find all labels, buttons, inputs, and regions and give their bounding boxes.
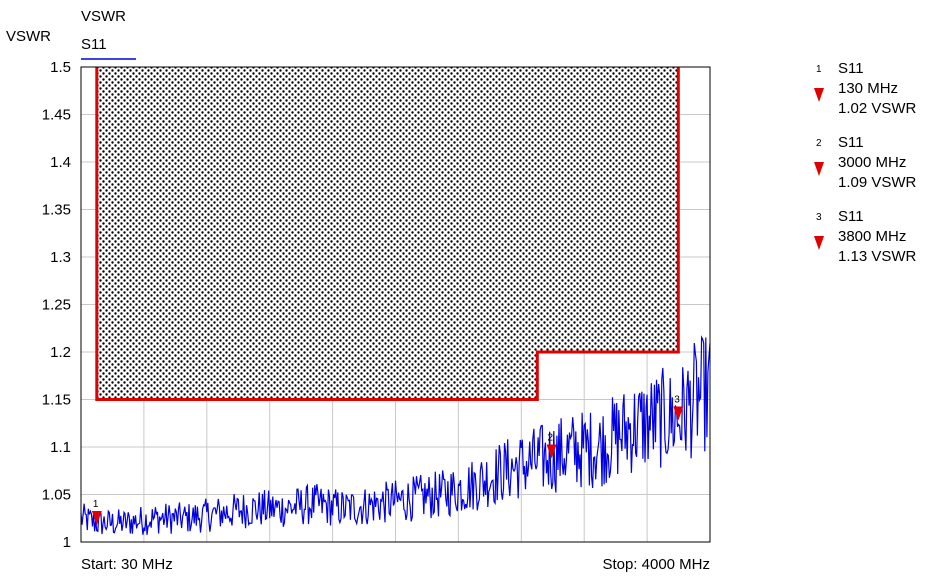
y-tick-label: 1.1 [50, 439, 71, 456]
marker-legend-frequency: 3000 MHz [838, 154, 907, 171]
marker-legend-entry: 3 S11 3800 MHz 1.13 VSWR [814, 208, 949, 282]
y-tick-label: 1.2 [50, 344, 71, 361]
marker-triangle-icon [814, 162, 824, 176]
trace-s11 [80, 335, 711, 535]
marker-legend: 1 S11 130 MHz 1.02 VSWR 2 S11 3000 MHz 1.09 VSW… [814, 60, 949, 282]
limit-region-fill [96, 67, 679, 400]
y-tick-label: 1.05 [42, 487, 71, 504]
y-tick-label: 1.4 [50, 154, 71, 171]
marker-3-number: 3 [674, 395, 680, 406]
marker-legend-number: 1 [816, 64, 822, 75]
y-tick-label: 1.3 [50, 249, 71, 266]
y-tick-label: 1.35 [42, 202, 71, 219]
marker-legend-trace: S11 [838, 134, 864, 151]
marker-legend-trace: S11 [838, 60, 864, 77]
marker-1-icon[interactable] [91, 511, 102, 525]
marker-legend-entry: 2 S11 3000 MHz 1.09 VSWR [814, 134, 949, 208]
marker-3-icon[interactable] [673, 406, 684, 421]
marker-2-icon[interactable] [546, 444, 557, 459]
marker-1-number: 1 [93, 499, 99, 510]
y-tick-label: 1.5 [50, 59, 71, 76]
marker-legend-number: 2 [816, 138, 822, 149]
y-tick-label: 1 [63, 534, 71, 551]
plot-frame [80, 66, 711, 543]
start-label: Start: 30 MHz [81, 556, 173, 573]
marker-2-number: 2 [548, 433, 554, 444]
y-tick-label: 1.15 [42, 392, 71, 409]
y-axis-label: VSWR [6, 28, 51, 45]
marker-legend-frequency: 130 MHz [838, 80, 899, 97]
y-tick-label: 1.45 [42, 107, 71, 124]
chart-title: VSWR [81, 8, 126, 25]
stop-label: Stop: 4000 MHz [602, 556, 710, 573]
marker-legend-number: 3 [816, 212, 822, 223]
marker-legend-value: 1.02 VSWR [838, 100, 917, 117]
marker-triangle-icon [814, 236, 824, 250]
series-legend-label: S11 [81, 36, 107, 53]
marker-legend-entry: 1 S11 130 MHz 1.02 VSWR [814, 60, 949, 134]
marker-legend-frequency: 3800 MHz [838, 228, 907, 245]
limit-line [95, 67, 680, 401]
y-tick-label: 1.25 [42, 297, 71, 314]
marker-legend-value: 1.13 VSWR [838, 248, 917, 265]
marker-triangle-icon [814, 88, 824, 102]
marker-legend-value: 1.09 VSWR [838, 174, 917, 191]
marker-legend-trace: S11 [838, 208, 864, 225]
